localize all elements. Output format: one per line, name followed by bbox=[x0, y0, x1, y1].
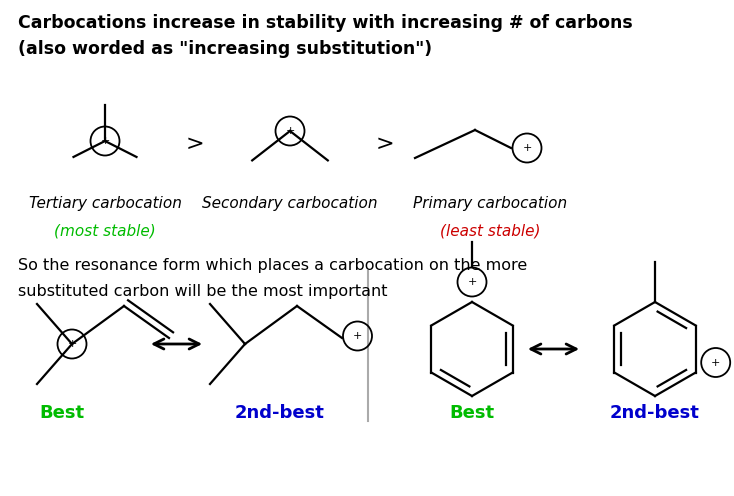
Text: Best: Best bbox=[449, 404, 495, 422]
Text: Best: Best bbox=[40, 404, 84, 422]
Text: +: + bbox=[286, 126, 294, 136]
Text: +: + bbox=[468, 277, 476, 287]
Text: >: > bbox=[376, 134, 394, 154]
Text: 2nd-best: 2nd-best bbox=[610, 404, 700, 422]
Text: +: + bbox=[68, 339, 76, 349]
Text: Tertiary carbocation: Tertiary carbocation bbox=[29, 196, 181, 211]
Text: Secondary carbocation: Secondary carbocation bbox=[203, 196, 378, 211]
Text: +: + bbox=[523, 143, 531, 153]
Text: (most stable): (most stable) bbox=[54, 224, 156, 239]
Text: +: + bbox=[101, 136, 109, 146]
Text: So the resonance form which places a carbocation on the more: So the resonance form which places a car… bbox=[18, 258, 527, 273]
Text: +: + bbox=[353, 331, 362, 341]
Text: +: + bbox=[711, 358, 720, 368]
Text: (also worded as "increasing substitution"): (also worded as "increasing substitution… bbox=[18, 40, 432, 58]
Text: 2nd-best: 2nd-best bbox=[235, 404, 325, 422]
Text: Carbocations increase in stability with increasing # of carbons: Carbocations increase in stability with … bbox=[18, 14, 633, 32]
Text: Primary carbocation: Primary carbocation bbox=[413, 196, 567, 211]
Text: >: > bbox=[186, 134, 204, 154]
Text: substituted carbon will be the most important: substituted carbon will be the most impo… bbox=[18, 284, 388, 299]
Text: (least stable): (least stable) bbox=[440, 224, 540, 239]
